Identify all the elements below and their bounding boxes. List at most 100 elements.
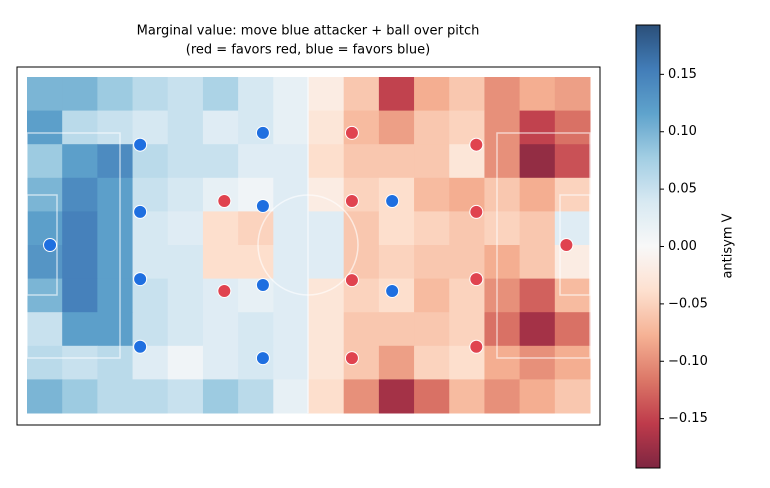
heatmap-cell [62,144,98,179]
heatmap-cell [238,312,274,347]
heatmap-cell [378,110,415,145]
heatmap-cell [167,379,204,414]
player-marker [217,194,232,209]
colorbar-tick-label: 0.05 [668,182,697,197]
player-marker [255,198,270,213]
player-marker [344,351,359,366]
heatmap-cell [414,278,450,313]
heatmap-cell [202,144,239,179]
heatmap-cell [308,379,345,414]
heatmap-cell [414,110,450,145]
heatmap-cell [27,77,63,112]
heatmap-cell [343,144,380,179]
heatmap-cell [238,77,274,112]
heatmap-cell [308,77,345,112]
heatmap-cell [449,379,485,414]
heatmap-cell [97,144,134,179]
heatmap-cell [308,345,345,380]
player-marker [255,278,270,293]
heatmap [27,77,591,414]
heatmap-cell [62,379,98,414]
heatmap-cell [97,245,134,280]
colorbar-ticks: 0.15 0.10 0.05 0.00 −0.05 −0.10 −0.15 [660,67,708,426]
heatmap-cell [202,312,239,347]
heatmap-cell [484,177,521,212]
heatmap-cell [167,312,204,347]
heatmap-cell [27,312,63,347]
heatmap-cell [273,278,309,313]
colorbar-tick-label: −0.15 [668,411,708,426]
heatmap-cell [343,379,380,414]
heatmap-cell [308,211,345,246]
heatmap-cell [62,211,98,246]
heatmap-cell [519,110,556,145]
heatmap-cell [484,312,521,347]
heatmap-cell [167,110,204,145]
player-marker [255,125,270,140]
player-marker [469,272,484,287]
heatmap-cell [484,144,521,179]
heatmap-cell [484,345,521,380]
heatmap-cell [308,312,345,347]
heatmap-cell [273,77,309,112]
heatmap-cell [238,110,274,145]
heatmap-cell [62,345,98,380]
heatmap-cell [97,177,134,212]
heatmap-cell [27,144,63,179]
heatmap-cell [519,144,556,179]
player-marker [255,351,270,366]
heatmap-cell [62,177,98,212]
heatmap-cell [378,345,415,380]
heatmap-cell [554,379,591,414]
heatmap-cell [202,77,239,112]
heatmap-cell [519,177,556,212]
heatmap-cell [238,245,274,280]
player-marker [344,194,359,209]
heatmap-cell [273,245,309,280]
colorbar-tick-label: 0.00 [668,239,697,254]
heatmap-cell [378,77,415,112]
heatmap-cell [343,77,380,112]
heatmap-cell [62,245,98,280]
heatmap-cell [414,312,450,347]
center-circle [257,194,359,296]
heatmap-cell [484,379,521,414]
heatmap-cell [414,379,450,414]
heatmap-cell [167,245,204,280]
chart-subtitle: (red = favors red, blue = favors blue) [186,43,430,58]
heatmap-cell [554,345,591,380]
heatmap-cell [167,77,204,112]
heatmap-cell [484,77,521,112]
heatmap-cell [414,77,450,112]
heatmap-cell [167,144,204,179]
heatmap-cell [343,312,380,347]
heatmap-cell [238,379,274,414]
player-marker [344,125,359,140]
player-marker [133,339,148,354]
player-marker [133,272,148,287]
heatmap-cell [273,345,309,380]
heatmap-cell [378,177,415,212]
heatmap-cell [414,345,450,380]
heatmap-cell [97,312,134,347]
heatmap-cell [519,278,556,313]
heatmap-cell [554,144,591,179]
heatmap-cell [449,77,485,112]
heatmap-cell [554,211,591,246]
heatmap-cell [202,245,239,280]
colorbar [635,24,661,469]
heatmap-cell [273,110,309,145]
colorbar-tick-label: −0.05 [668,296,708,311]
heatmap-cell [414,211,450,246]
player-marker [469,137,484,152]
heatmap-cell [308,245,345,280]
heatmap-cell [554,110,591,145]
player-marker [469,204,484,219]
heatmap-cell [97,345,134,380]
heatmap-cell [308,110,345,145]
heatmap-cell [519,211,556,246]
heatmap-cell [519,77,556,112]
heatmap-cell [273,379,309,414]
heatmap-cell [97,110,134,145]
